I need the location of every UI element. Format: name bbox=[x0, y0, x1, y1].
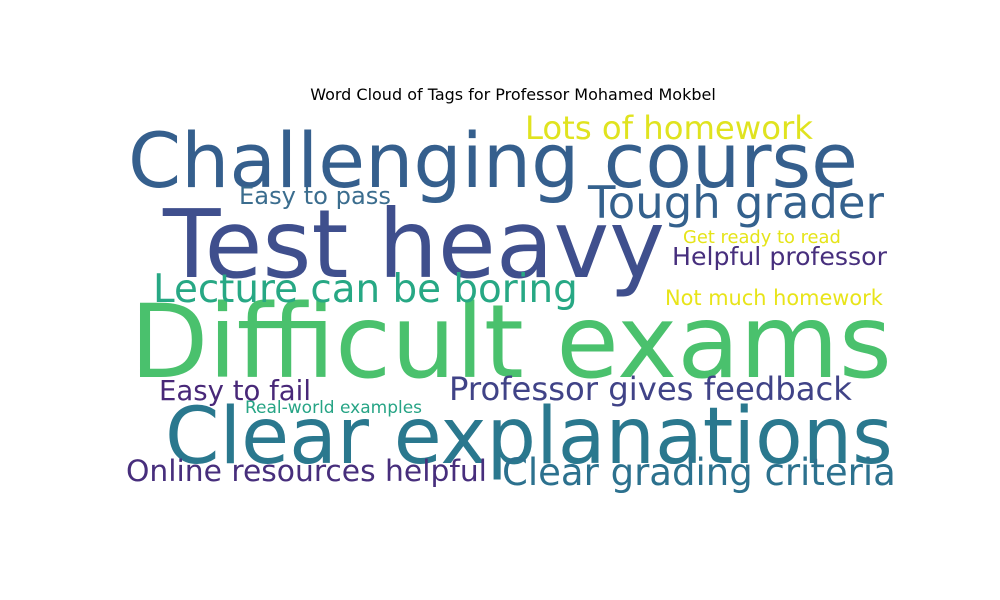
word-real-world-examples: Real-world examples bbox=[245, 398, 422, 418]
word-test-heavy: Test heavy bbox=[162, 191, 665, 300]
word-easy-to-pass: Easy to pass bbox=[239, 182, 391, 210]
word-get-ready-to-read: Get ready to read bbox=[683, 227, 841, 248]
word-lots-of-homework: Lots of homework bbox=[525, 109, 813, 147]
word-tough-grader: Tough grader bbox=[587, 176, 884, 229]
word-challenging-course: Challenging course bbox=[128, 116, 858, 205]
word-lecture-can-be-boring: Lecture can be boring bbox=[153, 267, 578, 312]
word-difficult-exams: Difficult exams bbox=[130, 283, 892, 402]
word-helpful-professor: Helpful professor bbox=[672, 242, 888, 271]
word-professor-gives-feedback: Professor gives feedback bbox=[449, 370, 852, 408]
word-online-resources-helpful: Online resources helpful bbox=[126, 454, 487, 489]
word-easy-to-fail: Easy to fail bbox=[159, 375, 311, 407]
word-clear-grading-criteria: Clear grading criteria bbox=[502, 451, 896, 494]
word-not-much-homework: Not much homework bbox=[665, 286, 884, 310]
chart-title: Word Cloud of Tags for Professor Mohamed… bbox=[310, 85, 716, 104]
word-clear-explanations: Clear explanations bbox=[165, 392, 893, 482]
